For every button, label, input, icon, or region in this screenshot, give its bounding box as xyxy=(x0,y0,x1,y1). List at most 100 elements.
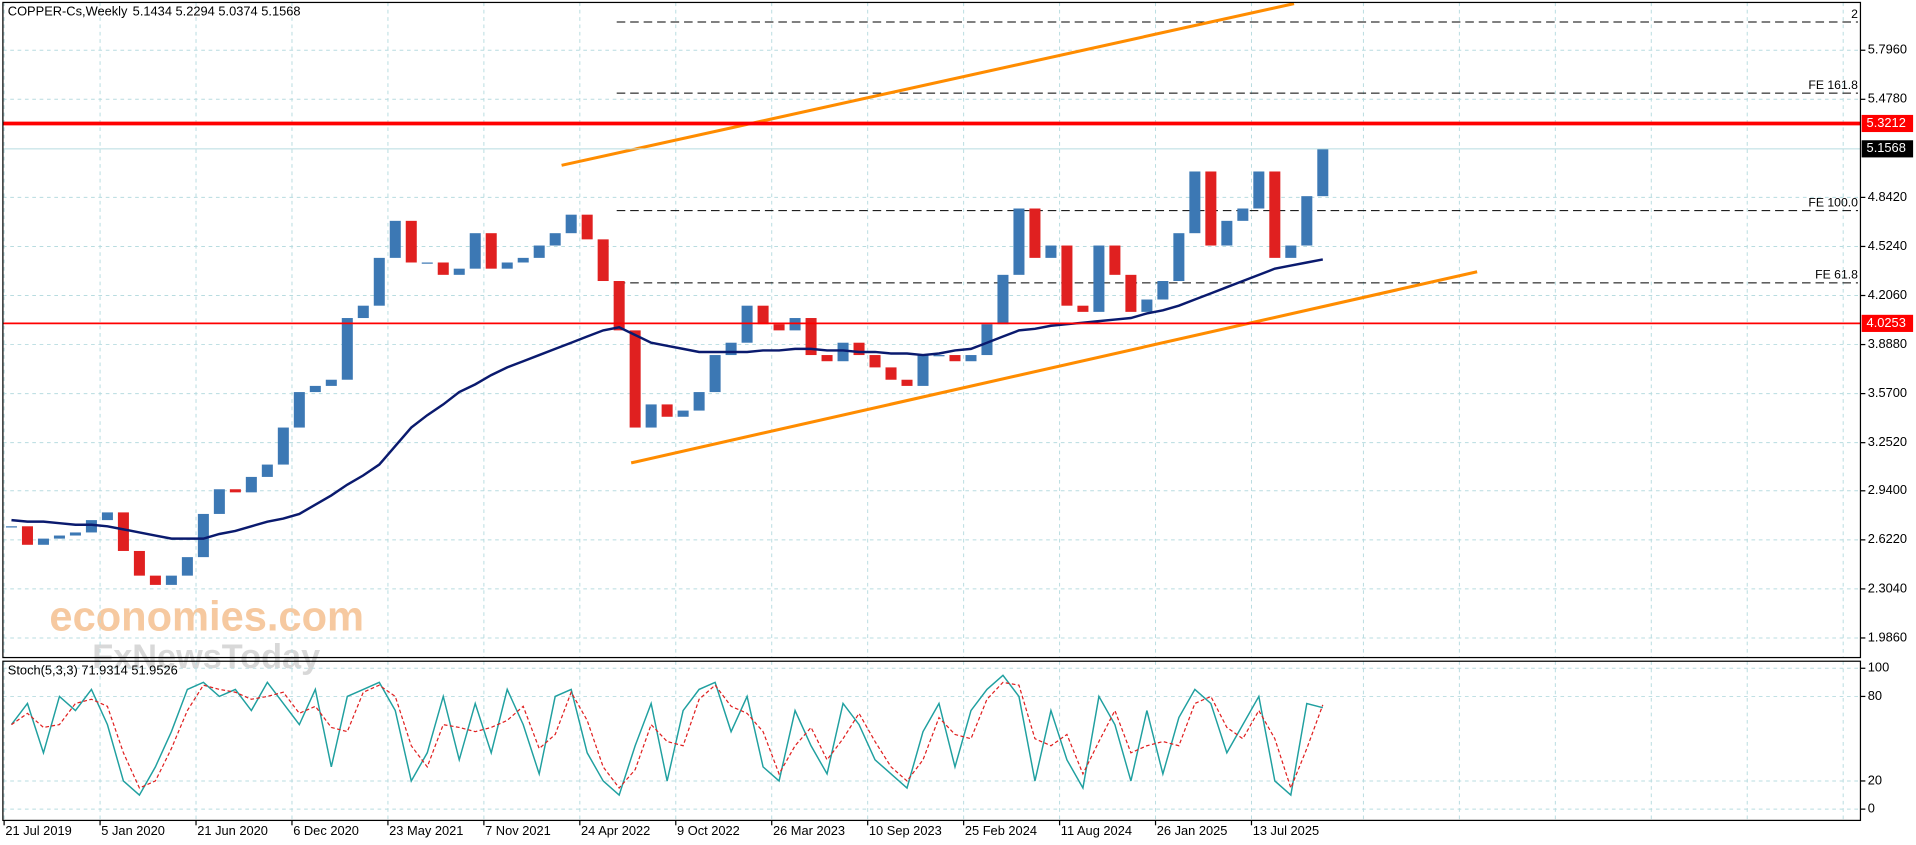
grid xyxy=(2,2,1861,821)
candle xyxy=(933,355,945,357)
stoch-tick-label: 20 xyxy=(1868,772,1882,787)
candle xyxy=(1237,208,1249,221)
candle xyxy=(629,330,641,428)
candle xyxy=(981,324,993,356)
candle xyxy=(69,532,81,536)
candle xyxy=(1285,245,1297,258)
watermark-text: FxNewsToday xyxy=(92,638,320,676)
y-tick-label: 2.6220 xyxy=(1868,531,1907,546)
x-tick-label: 7 Nov 2021 xyxy=(485,823,551,838)
candle xyxy=(85,520,97,533)
candle xyxy=(37,538,49,545)
candle xyxy=(181,557,193,576)
candle xyxy=(453,268,465,275)
watermark-text: economies.com xyxy=(49,593,364,640)
candle xyxy=(1157,281,1169,300)
candle xyxy=(277,427,289,465)
ma-line xyxy=(11,258,1324,540)
fib-label: FE 100.0 xyxy=(1808,196,1858,210)
fib-label: 2 xyxy=(1851,7,1858,21)
y-tick-label: 2.9400 xyxy=(1868,482,1907,497)
candle xyxy=(341,318,353,380)
candle xyxy=(293,392,305,428)
x-tick-label: 25 Feb 2024 xyxy=(965,823,1037,838)
candle xyxy=(261,464,273,477)
main-plot: 2 FE 161.8 FE 100.0 FE 61.8 xyxy=(2,2,1861,585)
level-label: 5.3212 xyxy=(1867,115,1906,130)
candle xyxy=(709,355,721,393)
candle xyxy=(1221,220,1233,246)
candle xyxy=(901,379,913,386)
candle xyxy=(1045,245,1057,258)
candle xyxy=(1125,274,1137,312)
candle xyxy=(853,342,865,356)
candle xyxy=(357,305,369,319)
watermark: economies.com FxNewsToday xyxy=(49,593,364,676)
y-tick-label: 2.3040 xyxy=(1868,580,1907,595)
candle xyxy=(1077,305,1089,312)
candle xyxy=(517,257,529,263)
candle xyxy=(725,342,737,356)
candle xyxy=(21,526,33,545)
stoch-tick-label: 100 xyxy=(1868,660,1889,675)
fib-label: FE 61.8 xyxy=(1815,268,1858,282)
candle xyxy=(885,367,897,380)
candle xyxy=(245,476,257,493)
candle xyxy=(1269,171,1281,258)
candle xyxy=(581,214,593,240)
candle xyxy=(1013,208,1025,275)
candle xyxy=(165,575,177,585)
stoch-plot xyxy=(10,674,1324,797)
last-price-label: 5.1568 xyxy=(1867,140,1906,155)
candle xyxy=(645,404,657,428)
y-tick-label: 5.7960 xyxy=(1868,42,1907,57)
y-tick-label: 3.8880 xyxy=(1868,336,1907,351)
candle xyxy=(1253,171,1265,209)
y-tick-label: 4.5240 xyxy=(1868,238,1907,253)
candle xyxy=(565,214,577,234)
x-tick-label: 10 Sep 2023 xyxy=(869,823,942,838)
candle xyxy=(693,392,705,411)
x-tick-label: 5 Jan 2020 xyxy=(101,823,165,838)
stoch-label: Stoch(5,3,3) 71.9314 51.9526 xyxy=(8,662,178,677)
candle xyxy=(101,512,113,521)
x-tick-label: 13 Jul 2025 xyxy=(1253,823,1319,838)
main-frame xyxy=(2,1,1862,659)
candle xyxy=(549,233,561,246)
candle xyxy=(837,342,849,362)
candle xyxy=(805,318,817,356)
candle xyxy=(1029,208,1041,258)
y-tick-label: 4.8420 xyxy=(1868,189,1907,204)
x-tick-label: 23 May 2021 xyxy=(389,823,463,838)
candle xyxy=(389,220,401,258)
candle xyxy=(997,274,1009,325)
x-tick-label: 26 Jan 2025 xyxy=(1157,823,1228,838)
y-tick-label: 3.2520 xyxy=(1868,434,1907,449)
candle xyxy=(373,257,385,306)
candle xyxy=(5,526,17,528)
x-tick-label: 21 Jun 2020 xyxy=(197,823,268,838)
candle xyxy=(325,379,337,386)
candle xyxy=(1109,245,1121,275)
candle xyxy=(533,245,545,258)
candle xyxy=(821,355,833,362)
candle xyxy=(469,233,481,269)
candle xyxy=(117,512,129,551)
candle xyxy=(597,239,609,282)
y-tick-label: 1.9860 xyxy=(1868,629,1907,644)
candle xyxy=(917,355,929,386)
candle xyxy=(869,355,881,368)
trendline xyxy=(561,2,1295,167)
x-tick-label: 24 Apr 2022 xyxy=(581,823,650,838)
candle xyxy=(949,355,961,362)
candle xyxy=(133,550,145,576)
candle xyxy=(1173,233,1185,282)
candle xyxy=(1301,196,1313,246)
candle xyxy=(1317,148,1329,197)
candle xyxy=(1093,245,1105,312)
y-tick-label: 4.2060 xyxy=(1868,287,1907,302)
level-tag xyxy=(1861,114,1914,133)
candle xyxy=(1061,245,1073,306)
candle xyxy=(197,513,209,558)
